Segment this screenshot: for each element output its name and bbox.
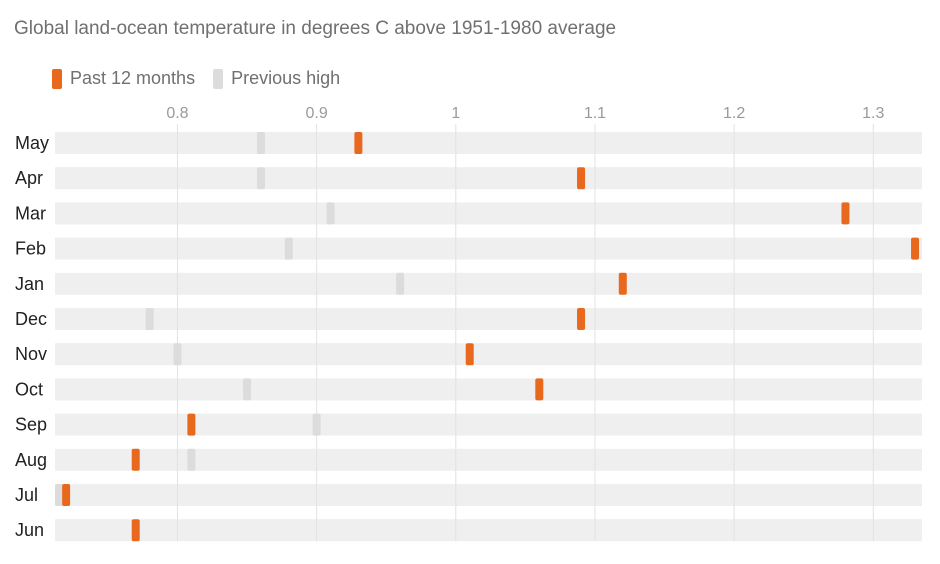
current-mark-feb [911, 237, 920, 260]
row-band-aug [55, 448, 922, 471]
previous-mark-nov [173, 343, 182, 366]
row-band-apr [55, 167, 922, 190]
current-mark-apr [577, 167, 586, 190]
month-label-sep: Sep [15, 415, 47, 435]
legend-swatch-current [52, 68, 62, 89]
month-label-mar: Mar [15, 203, 46, 223]
row-band-jan [55, 272, 922, 295]
legend-label-current: Past 12 months [70, 68, 196, 88]
legend-item-previous: Previous high [213, 68, 340, 89]
row-band-sep [55, 413, 922, 436]
legend: Past 12 months Previous high [52, 68, 358, 89]
x-tick-label-1-3: 1.3 [862, 105, 884, 122]
current-mark-nov [465, 343, 474, 366]
legend-item-current: Past 12 months [52, 68, 195, 89]
month-label-jun: Jun [15, 520, 44, 540]
month-labels: May Apr Mar Feb Jan Dec Nov Oct Sep Aug Jul Jun [15, 133, 49, 540]
x-tick-label-1-1: 1.1 [584, 105, 606, 122]
previous-mark-sep [312, 413, 321, 436]
current-mark-aug [131, 448, 140, 471]
current-mark-jul [62, 484, 71, 506]
current-mark-may [354, 132, 363, 154]
current-mark-jan [618, 272, 627, 295]
previous-mark-jan [396, 272, 405, 295]
month-label-feb: Feb [15, 239, 46, 259]
current-mark-dec [577, 308, 586, 330]
month-label-oct: Oct [15, 379, 43, 399]
chart-title: Global land-ocean temperature in degrees… [14, 18, 617, 39]
x-tick-label-0-9: 0.9 [306, 105, 328, 122]
month-label-jul: Jul [15, 485, 38, 505]
x-tick-label-1-2: 1.2 [723, 105, 745, 122]
previous-mark-mar [326, 202, 335, 225]
row-band-oct [55, 378, 922, 401]
row-band-dec [55, 308, 922, 330]
previous-mark-may [256, 132, 265, 154]
previous-mark-apr [256, 167, 265, 190]
previous-mark-feb [284, 237, 293, 260]
previous-mark-aug [187, 448, 196, 471]
legend-swatch-previous [213, 68, 224, 89]
x-tick-label-0-8: 0.8 [166, 105, 188, 122]
x-tick-label-1: 1 [451, 105, 460, 122]
x-tick-labels: 0.8 0.9 1 1.1 1.2 1.3 [166, 105, 884, 122]
current-mark-mar [841, 202, 850, 225]
previous-mark-jul [55, 484, 63, 506]
current-mark-sep [187, 413, 196, 436]
row-band-feb [55, 237, 922, 260]
gridlines [176, 124, 874, 542]
row-band-jun [55, 519, 922, 542]
current-mark-jun [131, 519, 140, 542]
month-label-aug: Aug [15, 450, 47, 470]
row-band-nov [55, 343, 922, 366]
row-bands [55, 132, 922, 542]
month-label-apr: Apr [15, 168, 43, 188]
legend-label-previous: Previous high [231, 68, 341, 88]
row-band-jul [55, 484, 922, 506]
month-label-dec: Dec [15, 309, 47, 329]
month-label-jan: Jan [15, 274, 44, 294]
month-label-nov: Nov [15, 344, 47, 364]
marks [55, 132, 920, 542]
previous-mark-oct [243, 378, 252, 401]
previous-mark-dec [145, 308, 154, 330]
current-mark-oct [535, 378, 544, 401]
row-band-may [55, 132, 922, 154]
month-label-may: May [15, 133, 49, 153]
row-band-mar [55, 202, 922, 225]
